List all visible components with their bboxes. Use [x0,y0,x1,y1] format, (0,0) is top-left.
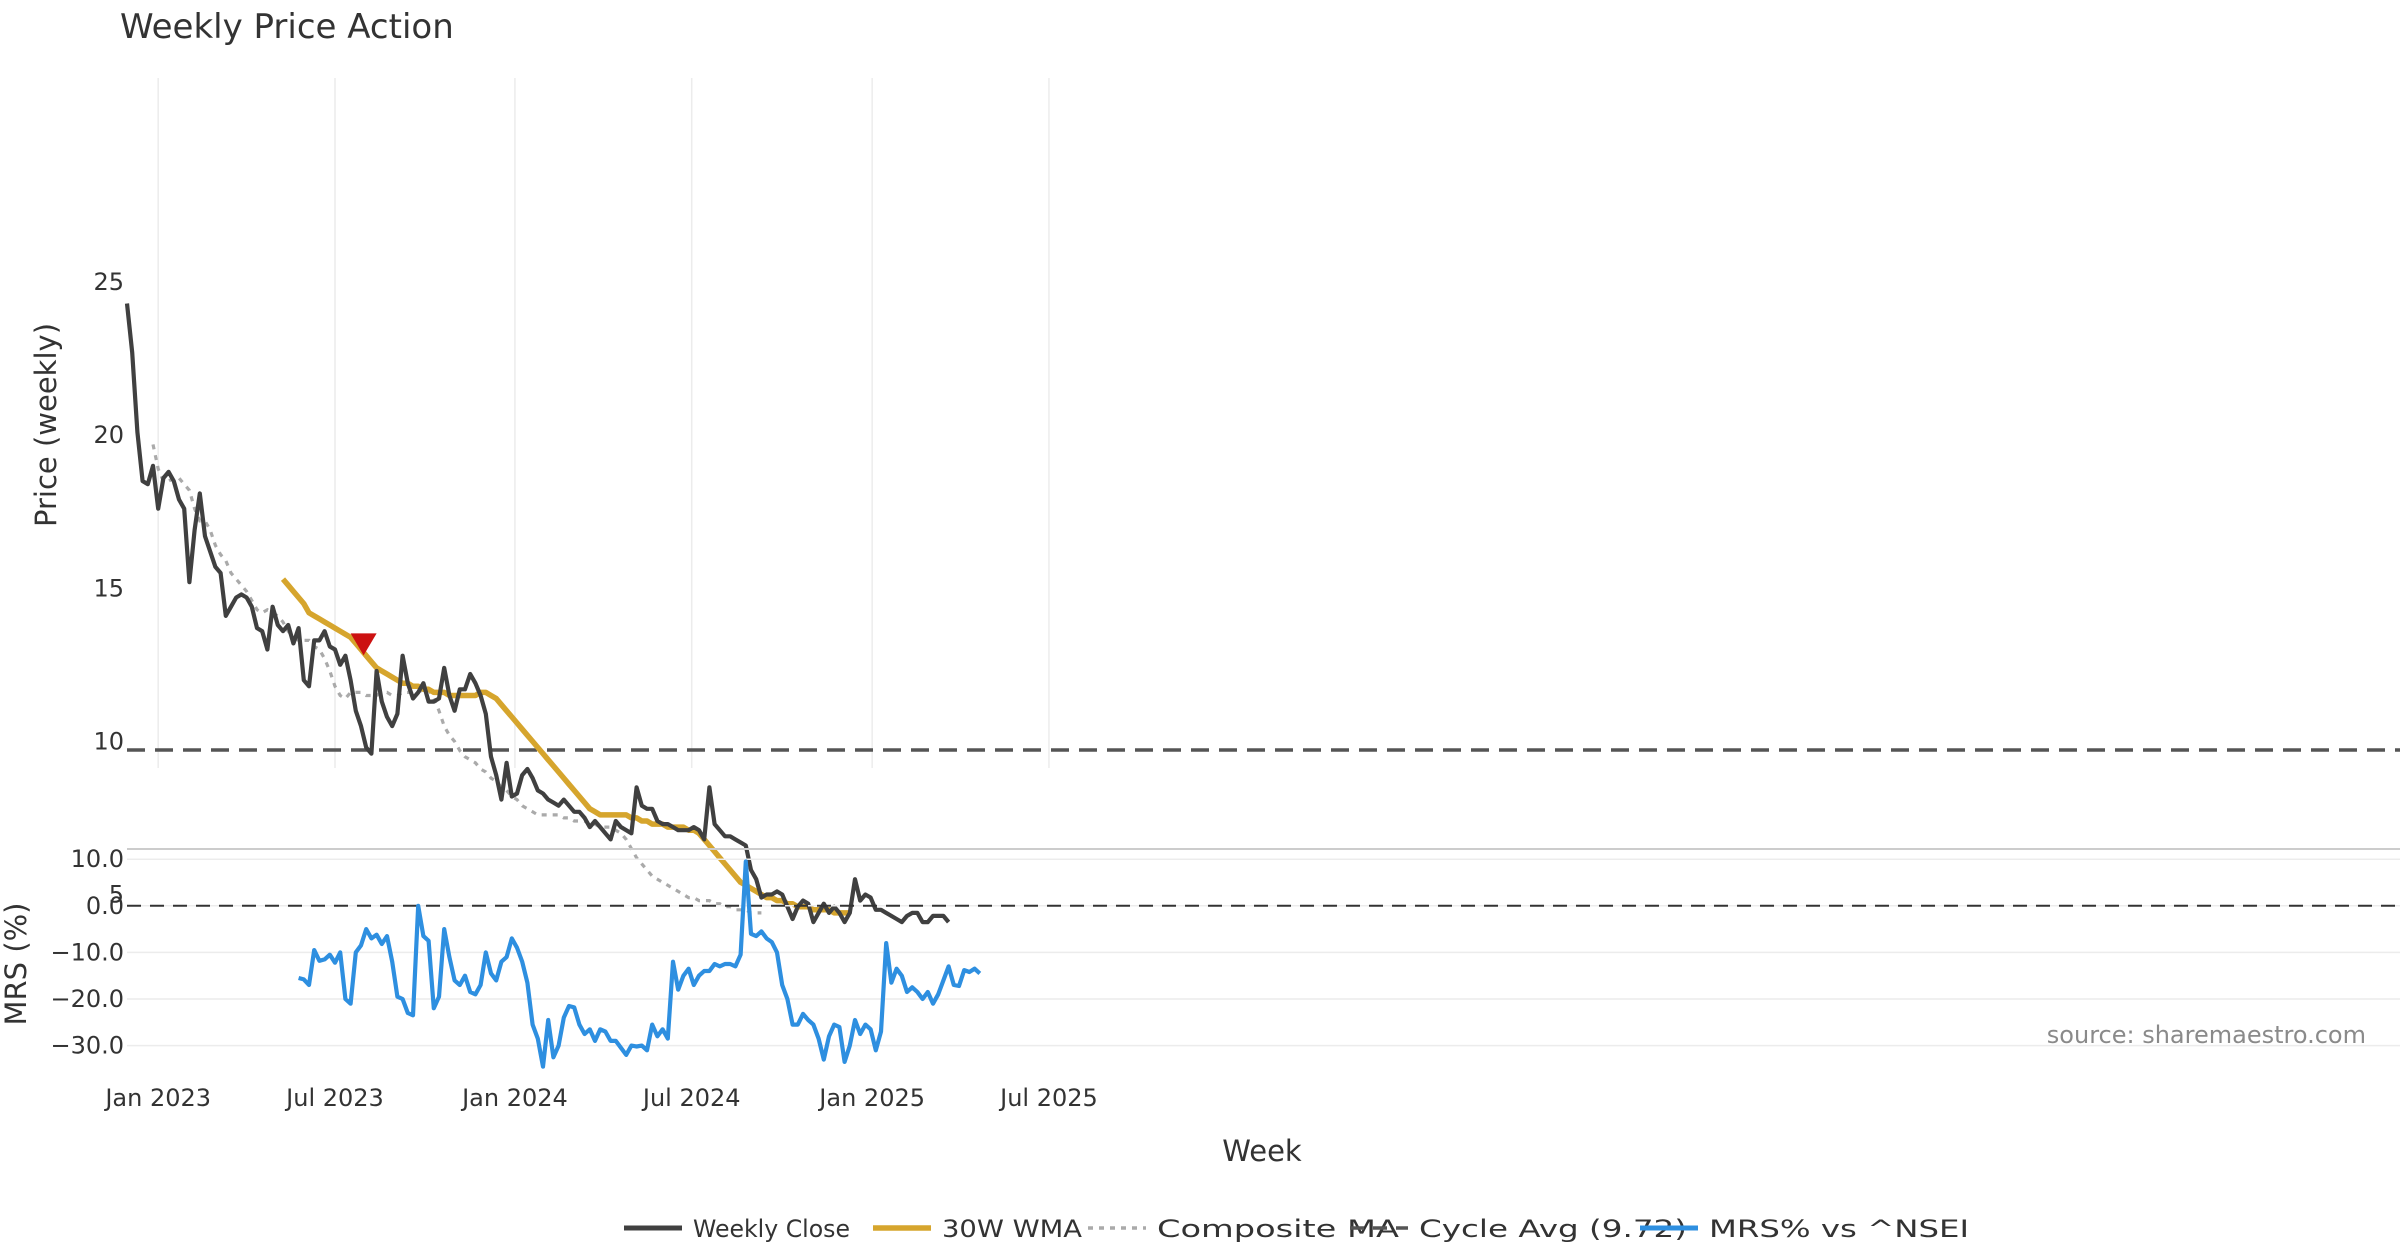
legend-label-1: 30W WMA [942,1215,1083,1243]
mrs-line [298,859,982,1069]
price-y-axis-label: Price (weekly) [29,323,63,527]
mrs-y-tick-0: 10.0 [71,845,124,873]
x-tick-0: Jan 2023 [103,1084,211,1112]
x-tick-2: Jan 2024 [460,1084,568,1112]
mrs-panel-gridlines [127,858,2400,1047]
sell-signal-marker [350,633,377,656]
x-axis-ticks: Jan 2023 Jul 2023 Jan 2024 Jul 2024 Jan 2025… [103,1084,1097,1112]
weekly-close-line [124,303,951,925]
mrs-y-tick-2: −10.0 [50,938,124,966]
x-tick-3: Jul 2024 [641,1084,741,1112]
mrs-y-tick-4: −30.0 [50,1032,124,1060]
x-tick-1: Jul 2023 [284,1084,384,1112]
price-y-axis-ticks: 5 10 15 20 25 [93,268,124,908]
chart-title: Weekly Price Action [120,7,454,47]
x-tick-5: Jul 2025 [998,1084,1098,1112]
source-watermark: source: sharemaestro.com [2047,1021,2366,1049]
mrs-y-tick-1: 0.0 [86,892,124,920]
legend: Weekly Close 30W WMA Composite MA Cycle Avg… [624,1215,1969,1243]
mrs-y-axis-label: MRS (%) [0,903,33,1026]
mrs-y-tick-3: −20.0 [50,985,124,1013]
price-y-tick-1: 10 [93,727,124,755]
legend-label-0: Weekly Close [693,1215,850,1243]
wma-30w-line [280,577,850,916]
composite-ma-line [151,444,762,915]
price-y-tick-3: 20 [93,421,124,449]
price-panel-gridlines [157,78,1050,768]
price-y-tick-2: 15 [93,574,124,602]
x-axis-label: Week [1222,1134,1302,1168]
price-y-tick-4: 25 [93,268,124,296]
mrs-y-axis-ticks: 10.0 0.0 −10.0 −20.0 −30.0 [50,845,124,1059]
legend-label-4: MRS% vs ^NSEI [1709,1215,1969,1243]
x-tick-4: Jan 2025 [817,1084,925,1112]
price-y-tick-0: 5 [109,881,124,909]
